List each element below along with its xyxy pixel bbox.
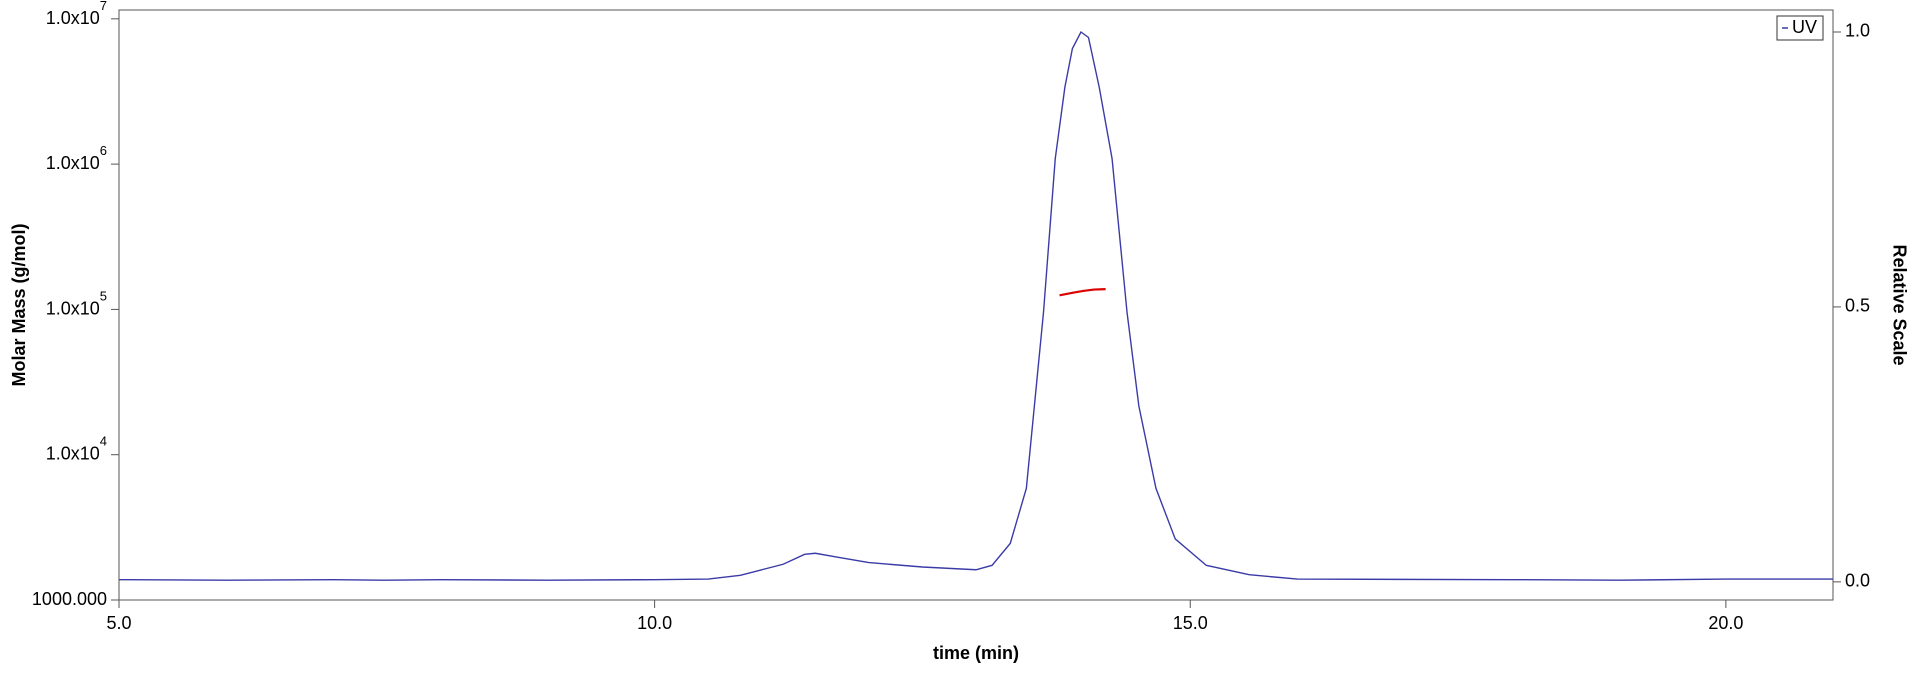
y2-axis-title: Relative Scale bbox=[1889, 244, 1909, 365]
plot-frame bbox=[118, 9, 1834, 601]
y-tick-mantissa: 1.0x10 bbox=[46, 298, 100, 318]
y-tick-label: 1.0x107 bbox=[46, 0, 107, 28]
x-tick-label: 10.0 bbox=[637, 613, 672, 633]
y2-tick-label: 1.0 bbox=[1845, 21, 1870, 41]
y-tick-exponent: 4 bbox=[100, 434, 107, 449]
y-tick-label: 1.0x106 bbox=[46, 144, 107, 173]
legend-label: UV bbox=[1792, 17, 1817, 37]
y-tick-mantissa: 1.0x10 bbox=[46, 443, 100, 463]
y-tick-mantissa: 1.0x10 bbox=[46, 153, 100, 173]
y-tick-label: 1000.000 bbox=[32, 589, 107, 609]
y2-tick-label: 0.5 bbox=[1845, 296, 1870, 316]
series-line bbox=[1059, 287, 1106, 297]
y-tick-mantissa: 1.0x10 bbox=[46, 8, 100, 28]
y-tick-exponent: 7 bbox=[100, 0, 107, 13]
series-line bbox=[118, 30, 1833, 581]
y-tick-exponent: 6 bbox=[100, 144, 107, 159]
x-tick-label: 5.0 bbox=[106, 613, 131, 633]
y-tick-label: 1.0x104 bbox=[46, 434, 107, 463]
y-tick-label: 1.0x105 bbox=[46, 289, 107, 318]
x-tick-label: 15.0 bbox=[1173, 613, 1208, 633]
y2-tick-label: 0.0 bbox=[1845, 571, 1870, 591]
y-axis-title: Molar Mass (g/mol) bbox=[9, 223, 29, 386]
x-axis-title: time (min) bbox=[933, 643, 1019, 663]
x-tick-label: 20.0 bbox=[1708, 613, 1743, 633]
y-tick-mantissa: 1000.000 bbox=[32, 589, 107, 609]
y-tick-exponent: 5 bbox=[100, 289, 107, 304]
